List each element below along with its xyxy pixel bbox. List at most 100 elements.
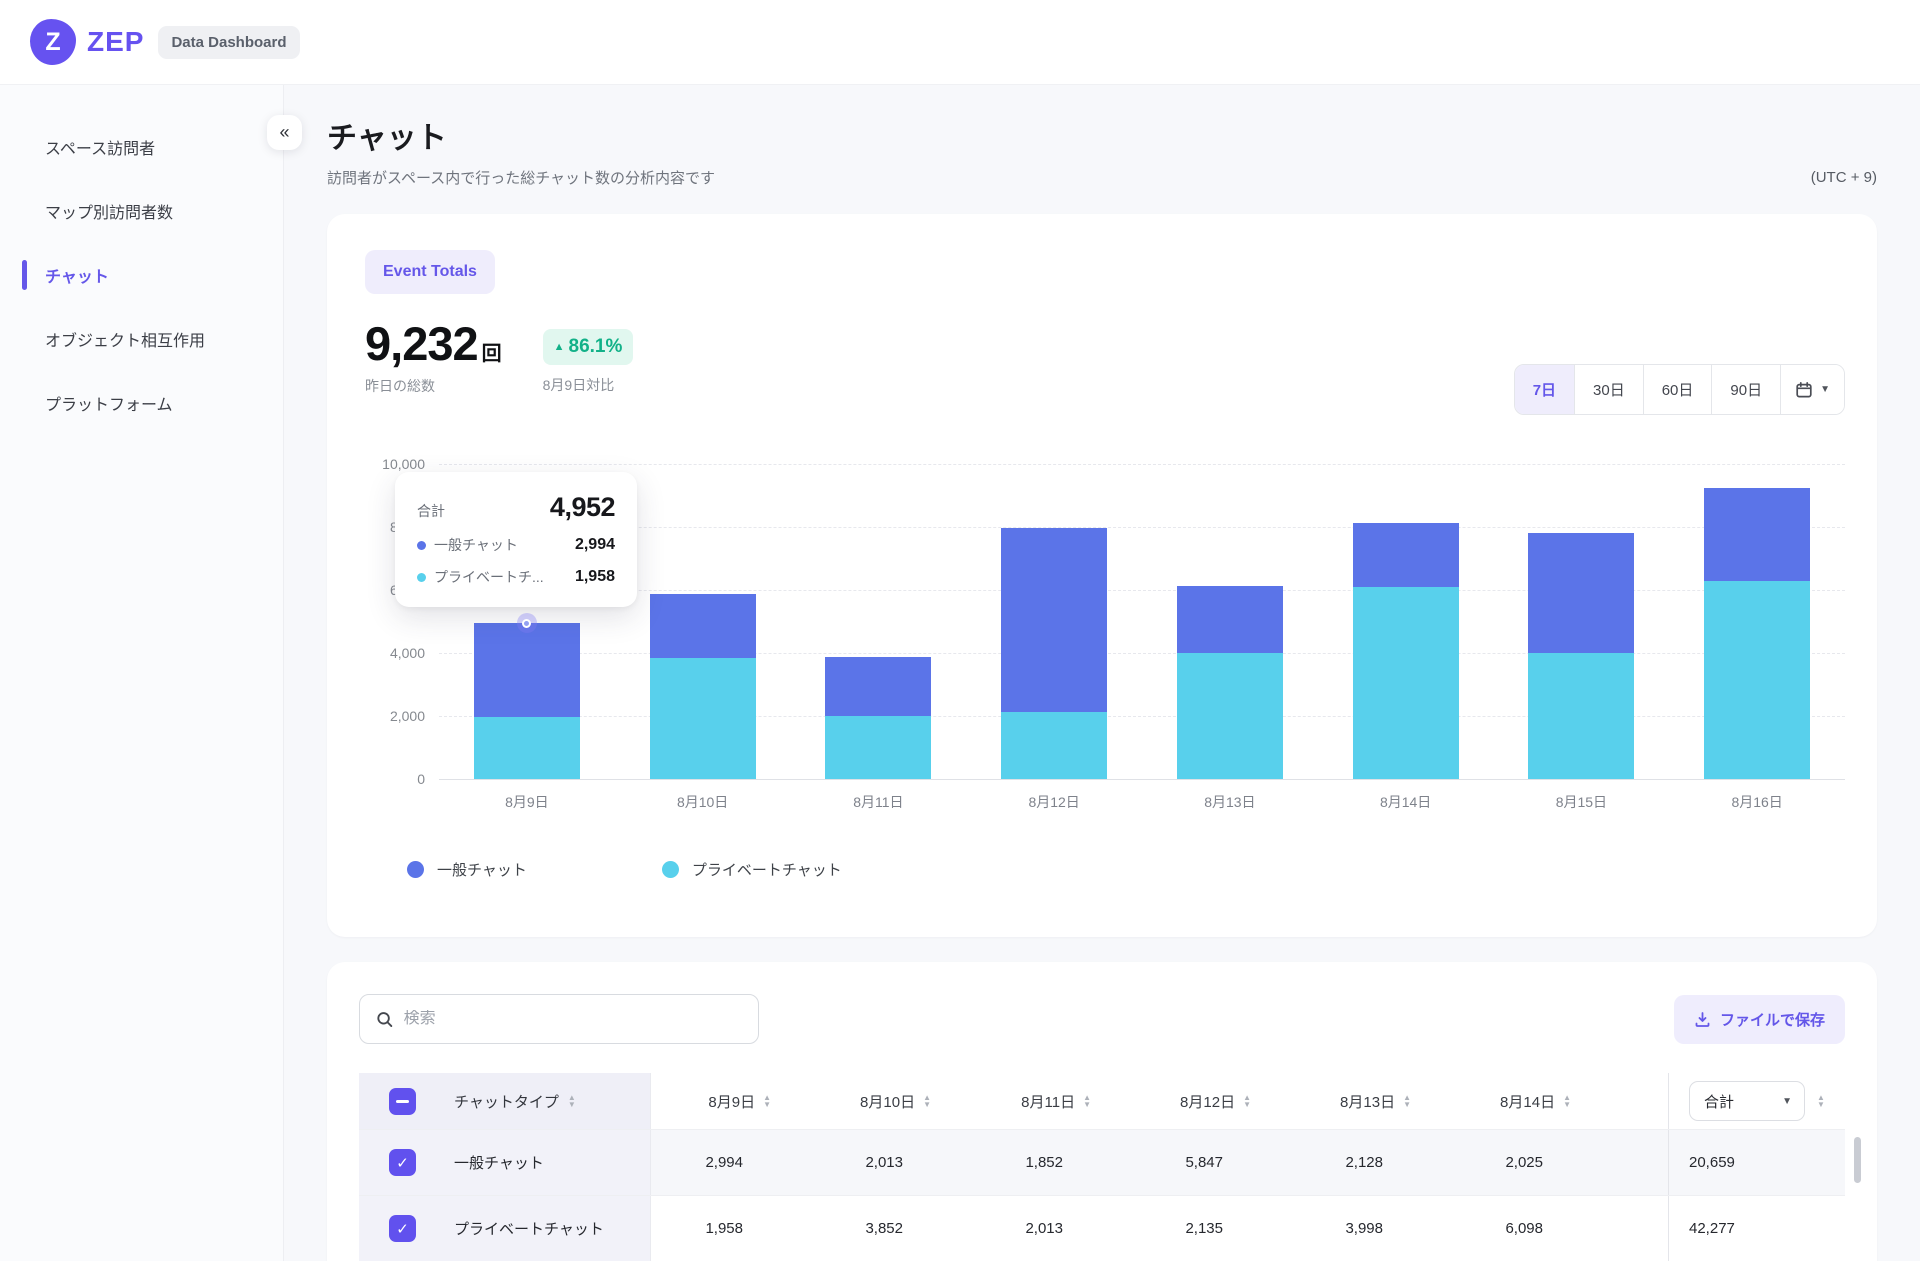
value-cell: 2,135	[1185, 1220, 1223, 1237]
row-checkbox[interactable]: ✓	[389, 1215, 416, 1242]
event-totals-badge: Event Totals	[365, 250, 495, 294]
bar-segment-general	[1176, 586, 1283, 654]
bar-8月13日[interactable]	[1176, 586, 1283, 779]
value-cell: 2,013	[1025, 1220, 1063, 1237]
legend-label: 一般チャット	[437, 862, 527, 879]
bar-segment-general	[1352, 523, 1459, 587]
zep-logo-icon[interactable]: Z	[30, 19, 76, 65]
bar-8月10日[interactable]	[649, 594, 756, 779]
header-date-label: 8月13日	[1340, 1093, 1396, 1111]
select-all-checkbox[interactable]	[389, 1087, 416, 1115]
x-axis-label: 8月9日	[505, 794, 549, 810]
change-label: 8月9日対比	[542, 377, 615, 393]
legend-dot	[407, 861, 424, 878]
table-header-dates: 8月9日 ▲ ▼ 8月10日 ▲ ▼ 8月11日 ▲ ▼ 8月12日 ▲ ▼ 8月13日 ▲ ▼ 8月14日 ▲…	[651, 1073, 1668, 1129]
row-checkbox[interactable]: ✓	[389, 1149, 416, 1176]
value-cell: 3,8	[1611, 1130, 1668, 1195]
sidebar-item-space-visitors[interactable]: スペース訪問者	[0, 115, 283, 179]
indeterminate-icon	[396, 1099, 409, 1103]
bar-8月11日[interactable]	[825, 657, 932, 779]
timezone-label: (UTC + 9)	[1810, 169, 1877, 186]
sidebar: スペース訪問者 マップ別訪問者数 チャット オブジェクト相互作用 プラットフォー…	[0, 85, 284, 1261]
total-column-select[interactable]: 合計 ▼	[1689, 1081, 1805, 1121]
row-type-cell: ✓ 一般チャット	[359, 1130, 651, 1195]
header-date-cell: 8月14日 ▲ ▼	[1451, 1073, 1611, 1129]
value-cell: 1,852	[1025, 1154, 1063, 1171]
chart: 合計 4,952 一般チャット 2,994 プライベートチ... 1,958 0…	[365, 454, 1845, 819]
header-date-cell: 8月11日 ▲ ▼	[971, 1073, 1131, 1129]
range-button-60日[interactable]: 60日	[1642, 365, 1712, 414]
search-input[interactable]	[403, 1010, 742, 1028]
sidebar-collapse-button[interactable]: «	[267, 115, 302, 150]
legend-item-general-chat[interactable]: 一般チャット	[407, 859, 527, 880]
range-button-30日[interactable]: 30日	[1574, 365, 1643, 414]
bar-segment-general	[1001, 527, 1108, 712]
bar-segment-private	[1704, 580, 1811, 779]
download-icon	[1695, 1011, 1710, 1027]
sidebar-item-label: オブジェクト相互作用	[45, 333, 206, 350]
header-date-label: 8月11日	[1021, 1093, 1076, 1111]
header-date-cell: 8月▲▼	[1611, 1073, 1668, 1129]
range-button-90日[interactable]: 90日	[1711, 365, 1781, 414]
caret-down-icon: ▼	[1782, 1095, 1792, 1107]
sort-icon[interactable]: ▲ ▼	[1563, 1092, 1571, 1109]
sidebar-item-chat[interactable]: チャット	[0, 243, 283, 307]
row-total-cell: 20,659	[1668, 1130, 1845, 1195]
calendar-range-button[interactable]: ▼	[1780, 365, 1844, 414]
sort-icon[interactable]: ▲ ▼	[567, 1092, 576, 1109]
header-date-label: 8月9日	[708, 1093, 756, 1111]
bar-segment-private	[649, 657, 756, 779]
range-button-7日[interactable]: 7日	[1514, 365, 1575, 414]
value-cell: 2,013	[865, 1154, 903, 1171]
sidebar-item-object-interaction[interactable]: オブジェクト相互作用	[0, 307, 283, 371]
row-date-cells: 1,958 3,852 2,013 2,135 3,998 6,098 4,0	[651, 1196, 1668, 1261]
header-type-cell: チャットタイプ ▲ ▼	[359, 1073, 651, 1129]
sort-icon[interactable]: ▲ ▼	[763, 1092, 771, 1109]
change-badge: ▲ 86.1%	[542, 329, 634, 365]
tooltip-total: 4,952	[549, 492, 616, 522]
sidebar-item-map-visitors[interactable]: マップ別訪問者数	[0, 179, 283, 243]
summary-row: 9,232 回 昨日の総数 ▲ 86.1% 8月9日対比	[365, 320, 1845, 396]
range-control: 7日 30日 60日 90日 ▼	[1513, 364, 1845, 415]
sort-icon[interactable]: ▲ ▼	[1083, 1092, 1091, 1109]
bar-8月9日[interactable]	[473, 623, 580, 779]
sidebar-item-platform[interactable]: プラットフォーム	[0, 371, 283, 435]
bar-8月14日[interactable]	[1352, 523, 1459, 779]
table-body: ✓ 一般チャット 2,994 2,013 1,852 5,847 2,128 2,025 3,8…	[359, 1129, 1845, 1261]
bar-segment-general	[649, 594, 756, 658]
sort-icon[interactable]: ▲ ▼	[923, 1092, 931, 1109]
sidebar-item-label: スペース訪問者	[45, 141, 156, 158]
total-block: 9,232 回 昨日の総数	[365, 320, 502, 396]
legend-item-private-chat[interactable]: プライベートチャット	[661, 859, 842, 880]
change-block: ▲ 86.1% 8月9日対比	[542, 320, 634, 395]
gridline	[439, 779, 1845, 780]
bar-segment-private	[825, 715, 932, 779]
row-type-cell: ✓ プライベートチャット	[359, 1196, 651, 1261]
value-cell: 3,852	[865, 1220, 903, 1237]
sort-icon[interactable]: ▲ ▼	[1817, 1092, 1825, 1109]
x-axis-label: 8月10日	[676, 794, 729, 810]
header-date-label: 8月10日	[860, 1093, 916, 1111]
save-file-button[interactable]: ファイルで保存	[1673, 994, 1845, 1044]
tooltip-title: 合計	[417, 503, 445, 519]
bar-8月12日[interactable]	[1001, 527, 1108, 779]
sort-icon[interactable]: ▲ ▼	[1403, 1092, 1411, 1109]
bar-segment-private	[473, 717, 580, 779]
bar-8月15日[interactable]	[1528, 533, 1635, 779]
main-content: « チャット 訪問者がスペース内で行った総チャット数の分析内容です (UTC +…	[267, 85, 1920, 1261]
y-axis-label: 4,000	[389, 645, 425, 661]
header-date-cell: 8月10日 ▲ ▼	[811, 1073, 971, 1129]
bar-8月16日[interactable]	[1704, 488, 1811, 779]
row-date-cells: 2,994 2,013 1,852 5,847 2,128 2,025 3,8	[651, 1130, 1668, 1195]
data-table: チャットタイプ ▲ ▼ 8月9日 ▲ ▼ 8月10日 ▲ ▼ 8月11日 ▲ ▼ 8月12日 ▲ ▼ 8月…	[359, 1073, 1845, 1261]
page-title: チャット	[327, 122, 447, 155]
up-triangle-icon: ▲	[553, 341, 565, 353]
table-scrollbar[interactable]	[1854, 1137, 1861, 1183]
hover-marker	[516, 613, 537, 633]
y-axis-label: 10,000	[382, 456, 425, 472]
bar-segment-private	[1001, 711, 1108, 779]
value-cell: 2,025	[1505, 1154, 1543, 1171]
page-head: チャット 訪問者がスペース内で行った総チャット数の分析内容です (UTC + 9…	[327, 121, 1877, 188]
tooltip-series-value: 2,994	[574, 536, 615, 553]
sort-icon[interactable]: ▲ ▼	[1243, 1092, 1251, 1109]
